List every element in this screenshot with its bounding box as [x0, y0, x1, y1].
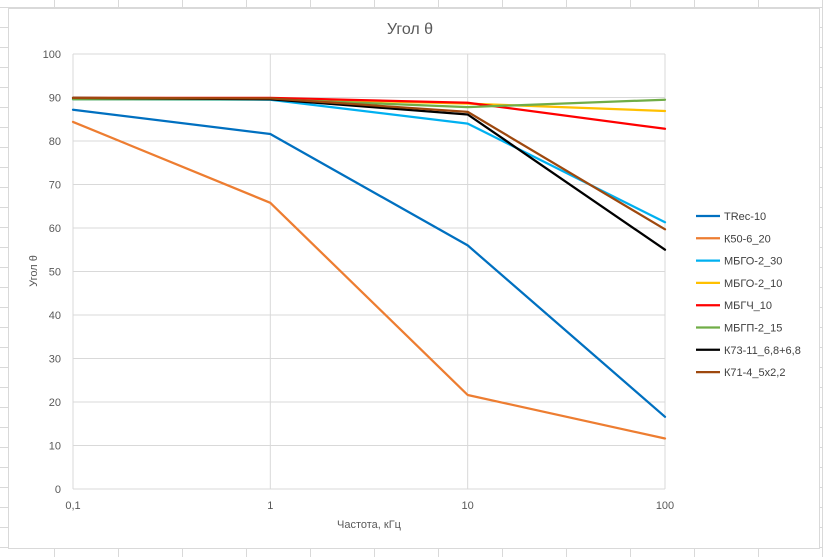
series-lines	[71, 96, 667, 440]
x-tick-label: 100	[656, 500, 674, 512]
legend-label: TRec-10	[724, 211, 766, 223]
x-tick-label: 10	[462, 500, 474, 512]
legend-label: МБГО-2_10	[724, 278, 782, 290]
series-line[interactable]	[71, 108, 667, 418]
x-tick-label: 0,1	[65, 500, 80, 512]
legend-label: МБГП-2_15	[724, 323, 782, 335]
y-tick-label: 30	[49, 354, 61, 366]
gridlines	[72, 53, 666, 490]
legend-label: К71-4_5х2,2	[724, 367, 785, 379]
y-tick-label: 60	[49, 223, 61, 235]
y-tick-label: 10	[49, 441, 61, 453]
y-tick-label: 40	[49, 310, 61, 322]
legend-label: МБГЧ_10	[724, 300, 772, 312]
y-tick-label: 0	[55, 484, 61, 496]
y-tick-label: 70	[49, 180, 61, 192]
x-tick-label: 1	[267, 500, 273, 512]
legend: TRec-10 К50-6_20 МБГО-2_30 МБГО-2_10 МБГЧ_10…	[696, 211, 801, 379]
series-line[interactable]	[71, 120, 667, 440]
y-tick-label: 50	[49, 267, 61, 279]
chart-title: Угол θ	[387, 21, 433, 38]
y-tick-label: 80	[49, 136, 61, 148]
series-line[interactable]	[71, 96, 667, 231]
tick-labels: 0 10 20 30 40 50 60 70 80 90 100 0,1 1 10 100	[43, 49, 675, 512]
legend-label: К50-6_20	[724, 233, 771, 245]
y-tick-label: 100	[43, 49, 61, 61]
y-tick-label: 20	[49, 397, 61, 409]
y-axis-title: Угол θ	[28, 255, 40, 287]
legend-label: К73-11_6,8+6,8	[724, 345, 801, 357]
x-axis-title: Частота, кГц	[337, 519, 402, 531]
y-tick-label: 90	[49, 93, 61, 105]
legend-label: МБГО-2_30	[724, 256, 782, 268]
